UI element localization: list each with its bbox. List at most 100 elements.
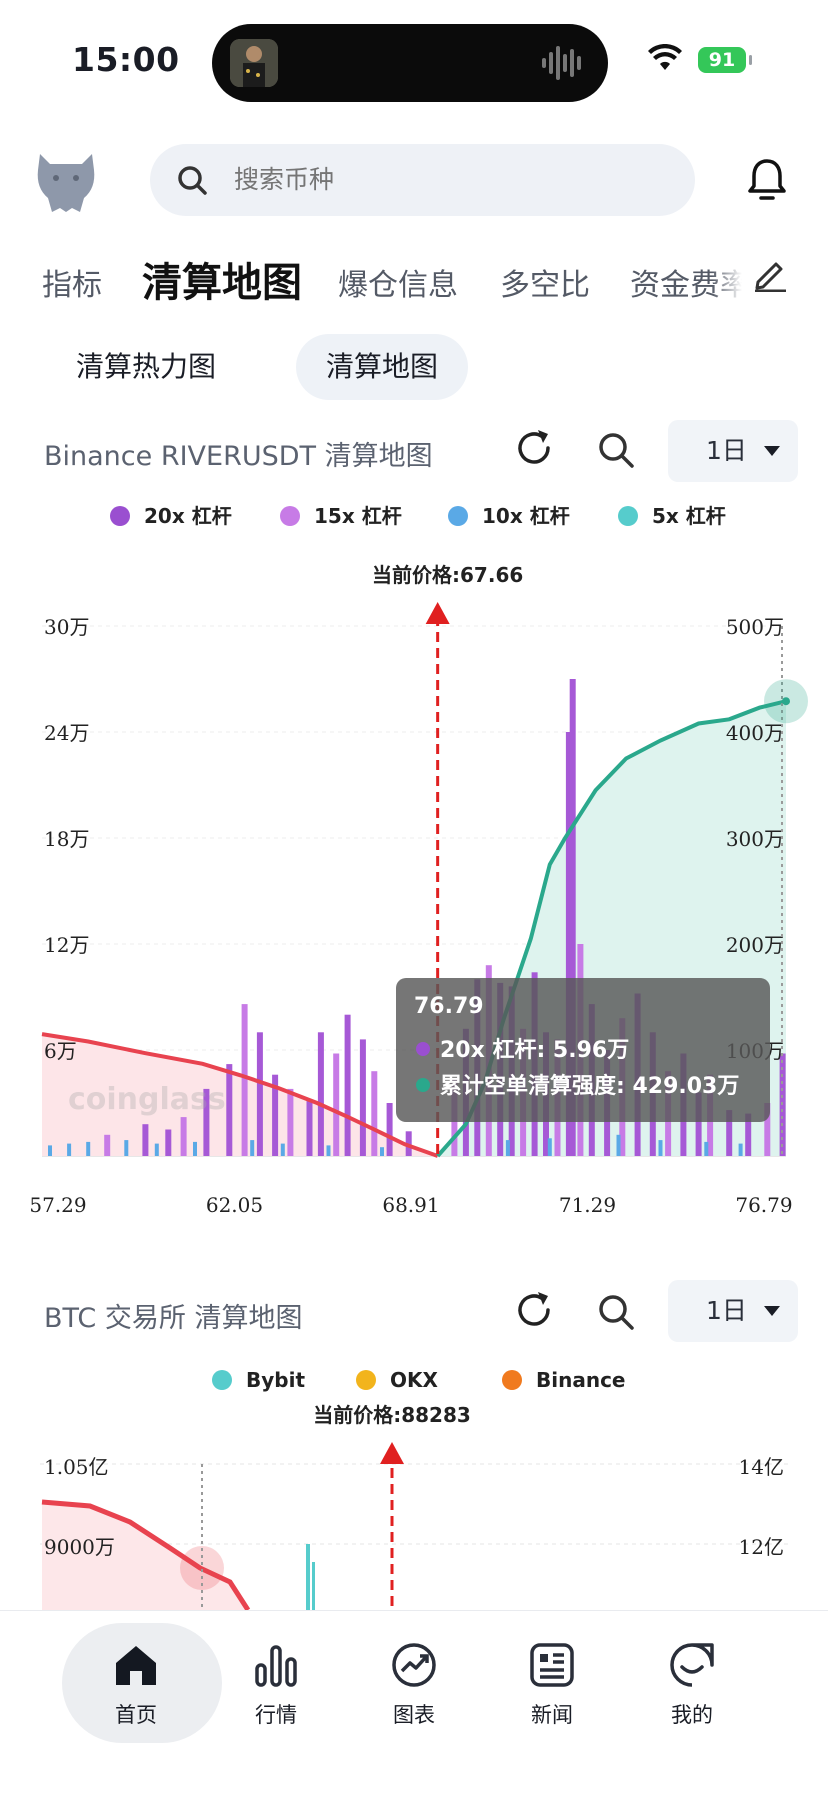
legend-dot (448, 506, 468, 526)
search-input[interactable] (234, 144, 551, 216)
btc-liquidation-chart[interactable]: 当前价格:88283 1.05亿 9000万 14亿 12亿 (0, 1390, 828, 1610)
y-right-tick: 300万 (726, 827, 784, 851)
legend-label: Binance (536, 1368, 626, 1392)
tab-long-short-ratio[interactable]: 多空比 (500, 268, 590, 303)
period-value: 1日 (706, 1296, 747, 1325)
nav-home[interactable]: 首页 (62, 1611, 222, 1743)
current-price-arrow (425, 602, 450, 624)
bar (658, 1140, 663, 1156)
legend-okx[interactable]: OKX (356, 1368, 438, 1392)
chevron-down-icon (764, 1306, 780, 1316)
current-price-arrow (380, 1442, 404, 1464)
x-tick: 71.29 (559, 1193, 616, 1217)
tab-liquidation-info[interactable]: 爆仓信息 (338, 268, 458, 303)
bar (241, 1004, 248, 1156)
nav-label: 首页 (115, 1703, 157, 1727)
bar (565, 732, 572, 1156)
bar (124, 1140, 129, 1156)
tabs-scroll[interactable]: 指标 清算地图 爆仓信息 多空比 资金费率 (0, 246, 742, 306)
nav-market[interactable]: 行情 (206, 1611, 346, 1731)
bar (306, 1099, 313, 1156)
status-time: 15:00 (72, 40, 180, 79)
legend-20x[interactable]: 20x 杠杆 (110, 500, 232, 529)
bar (726, 1110, 733, 1156)
y-left-tick: 9000万 (44, 1535, 115, 1559)
now-playing-artwork (230, 39, 278, 87)
current-price-label: 当前价格:88283 (313, 1403, 471, 1427)
bell-icon[interactable] (748, 158, 786, 202)
y-left-tick: 12万 (44, 933, 89, 957)
chart2-title: BTC 交易所 清算地图 (44, 1303, 303, 1334)
zoom-icon[interactable] (594, 428, 638, 472)
bar (312, 1562, 315, 1610)
y-right-tick: 14亿 (739, 1455, 784, 1479)
nav-news[interactable]: 新闻 (482, 1611, 622, 1731)
legend-label: Bybit (246, 1368, 306, 1392)
subtab-heatmap[interactable]: 清算热力图 (76, 350, 217, 383)
legend-binance[interactable]: Binance (502, 1368, 626, 1392)
long-liquidation-area (42, 1502, 248, 1610)
period-value: 1日 (706, 436, 747, 465)
bottom-nav: 首页 行情 图表 新闻 我的 (0, 1610, 828, 1796)
chevron-down-icon (764, 446, 780, 456)
refresh-icon[interactable] (512, 426, 556, 470)
home-icon (116, 1646, 156, 1685)
profile-smile-icon (670, 1643, 714, 1687)
chart2-period-select[interactable]: 1日 (668, 1280, 798, 1342)
search-bar[interactable] (150, 144, 695, 216)
y-left-tick: 6万 (44, 1039, 77, 1063)
tab-liquidation-map[interactable]: 清算地图 (142, 260, 302, 306)
edit-icon[interactable] (752, 256, 788, 292)
dynamic-island[interactable] (212, 24, 608, 102)
bar (371, 1071, 378, 1156)
legend-5x[interactable]: 5x 杠杆 (618, 500, 726, 529)
bar (250, 1140, 255, 1156)
bar (738, 1143, 743, 1156)
bar (287, 1088, 294, 1156)
bar (764, 1103, 771, 1156)
long-liquidation-line (41, 1499, 251, 1610)
bar (344, 1014, 351, 1156)
chart1-period-select[interactable]: 1日 (668, 420, 798, 482)
chart1-title: Binance RIVERUSDT 清算地图 (44, 441, 433, 472)
tooltip-row-cumulative: 累计空单清算强度: 429.03万 (416, 1068, 739, 1100)
market-bars-icon (255, 1645, 297, 1687)
y-right-tick: 500万 (726, 615, 784, 639)
refresh-icon[interactable] (512, 1288, 556, 1332)
app-logo-icon[interactable] (34, 148, 98, 214)
legend-label: 15x 杠杆 (314, 504, 402, 528)
legend-dot (502, 1370, 522, 1390)
legend-label: 5x 杠杆 (652, 504, 726, 528)
zoom-icon[interactable] (594, 1290, 638, 1334)
bar (67, 1143, 72, 1156)
y-right-tick: 200万 (726, 933, 784, 957)
bar (326, 1145, 331, 1156)
bar (272, 1074, 279, 1156)
x-tick: 76.79 (735, 1193, 792, 1217)
y-right-tick: 400万 (726, 721, 784, 745)
bar (704, 1141, 709, 1156)
legend-bybit[interactable]: Bybit (212, 1368, 305, 1392)
y-left-tick: 30万 (44, 615, 89, 639)
nav-me[interactable]: 我的 (622, 1611, 762, 1731)
hover-point (782, 697, 790, 706)
x-tick: 68.91 (382, 1193, 439, 1217)
legend-dot (356, 1370, 376, 1390)
bar (695, 1092, 702, 1156)
y-left-tick: 1.05亿 (44, 1455, 109, 1479)
legend-15x[interactable]: 15x 杠杆 (280, 500, 402, 529)
y-right-tick: 12亿 (739, 1535, 784, 1559)
chart-tooltip: 76.79 20x 杠杆: 5.96万 累计空单清算强度: 429.03万 (396, 978, 770, 1122)
tooltip-row-leverage: 20x 杠杆: 5.96万 (416, 1032, 629, 1064)
y-left-tick: 18万 (44, 827, 89, 851)
bar (317, 1032, 324, 1156)
x-tick: 62.05 (206, 1193, 263, 1217)
nav-charts[interactable]: 图表 (344, 1611, 484, 1731)
subtab-liquidation-map[interactable]: 清算地图 (296, 334, 469, 400)
legend-dot (280, 506, 300, 526)
tab-indicators[interactable]: 指标 (42, 268, 102, 303)
tabs-fade (712, 246, 742, 306)
category-tabs: 指标 清算地图 爆仓信息 多空比 资金费率 (0, 246, 828, 306)
nav-label: 行情 (255, 1703, 297, 1727)
legend-10x[interactable]: 10x 杠杆 (448, 500, 570, 529)
